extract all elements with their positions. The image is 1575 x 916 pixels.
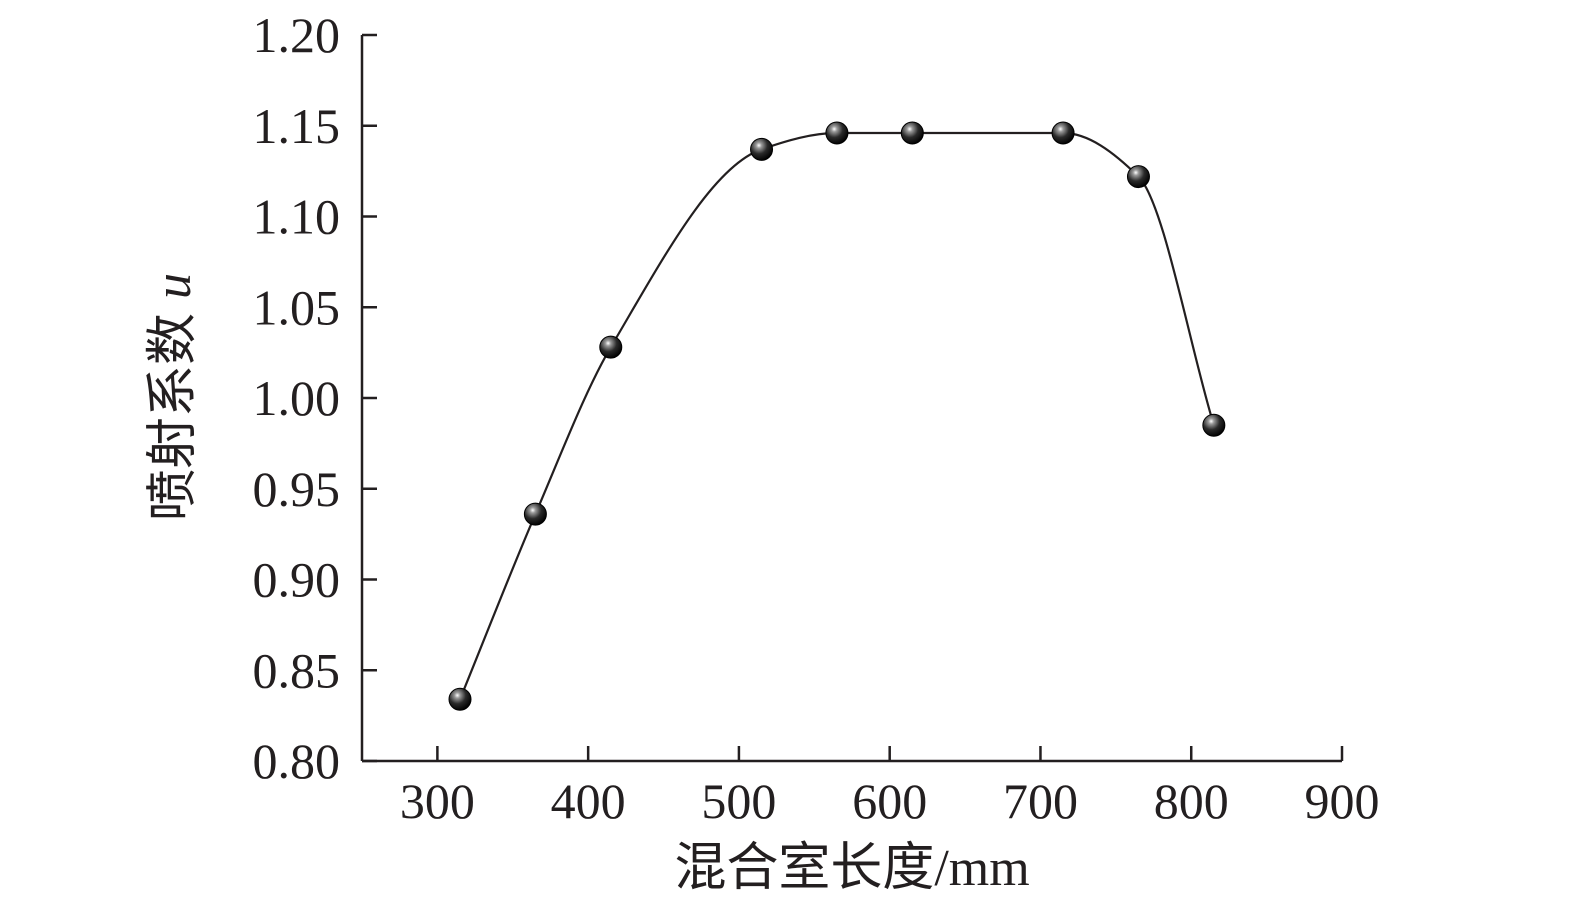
y-tick-label: 1.05 <box>253 279 341 335</box>
x-tick-label: 600 <box>852 773 927 829</box>
x-tick-label: 400 <box>551 773 626 829</box>
y-tick-label: 1.10 <box>253 189 341 245</box>
y-tick-label: 1.20 <box>253 7 341 63</box>
data-point <box>1202 413 1226 437</box>
data-point <box>448 687 472 711</box>
y-axis-title-symbol: u <box>145 273 202 299</box>
axes <box>360 35 1342 763</box>
data-point <box>523 502 547 526</box>
x-tick-label: 300 <box>400 773 475 829</box>
y-tick-label: 1.00 <box>253 370 341 426</box>
x-tick-label: 500 <box>701 773 776 829</box>
x-tick-label: 800 <box>1154 773 1229 829</box>
data-point <box>750 137 774 161</box>
tick-labels: 0.80 0.85 0.90 0.95 1.00 1.05 1.10 1.15 1.20 300 4… <box>253 7 1380 829</box>
fit-curve-layer <box>458 131 1215 700</box>
data-points <box>448 121 1226 711</box>
series-line <box>458 131 1215 700</box>
y-tick-label: 0.85 <box>253 642 341 698</box>
data-point <box>825 121 849 145</box>
y-tick-label: 0.95 <box>253 461 341 517</box>
y-tick-label: 0.80 <box>253 733 341 789</box>
x-tick-label: 900 <box>1305 773 1380 829</box>
y-axis-title: 喷射系数 u <box>145 273 202 521</box>
y-tick-label: 1.15 <box>253 98 341 154</box>
y-axis-title-text: 喷射系数 <box>145 313 202 521</box>
data-point <box>1051 121 1075 145</box>
x-tick-label: 700 <box>1003 773 1078 829</box>
y-tick-label: 0.90 <box>253 552 341 608</box>
data-point <box>1126 165 1150 189</box>
x-axis-title: 混合室长度/mm <box>674 840 1029 897</box>
data-point <box>599 335 623 359</box>
tick-marks <box>362 33 1344 763</box>
data-point <box>900 121 924 145</box>
